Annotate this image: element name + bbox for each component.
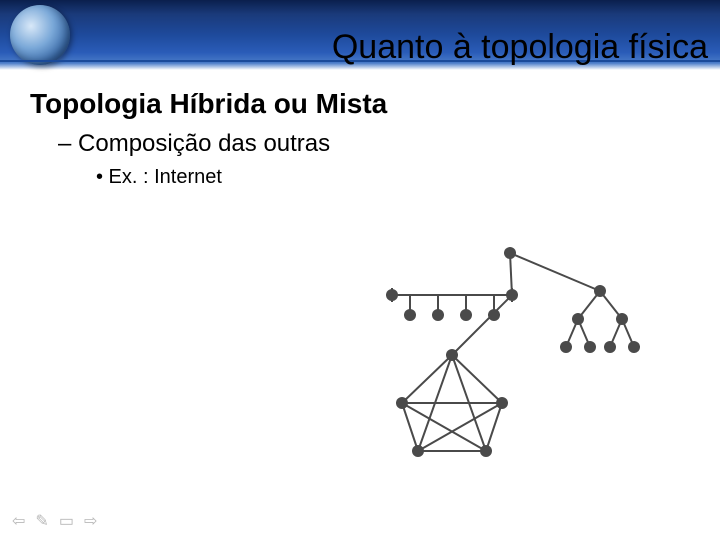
topology-diagram bbox=[360, 235, 660, 465]
nav-stop-icon[interactable]: ▭ bbox=[59, 514, 74, 530]
slide-nav: ⇦ ✎ ▭ ⇨ bbox=[12, 514, 97, 530]
slide-header: Quanto à topologia física bbox=[0, 0, 720, 70]
nav-next-icon[interactable]: ⇨ bbox=[84, 514, 97, 530]
slide-content: Topologia Híbrida ou Mista – Composição … bbox=[0, 70, 720, 189]
bullet-level-2: • Ex. : Internet bbox=[96, 166, 690, 189]
slide-title: Quanto à topologia física bbox=[332, 28, 708, 67]
network-svg bbox=[360, 235, 660, 465]
bullet-level-1: – Composição das outras bbox=[58, 130, 690, 158]
nav-prev-icon[interactable]: ⇦ bbox=[12, 514, 25, 530]
content-subtitle: Topologia Híbrida ou Mista bbox=[30, 88, 690, 120]
nav-edit-icon[interactable]: ✎ bbox=[35, 514, 48, 530]
header-emblem-icon bbox=[10, 5, 70, 65]
